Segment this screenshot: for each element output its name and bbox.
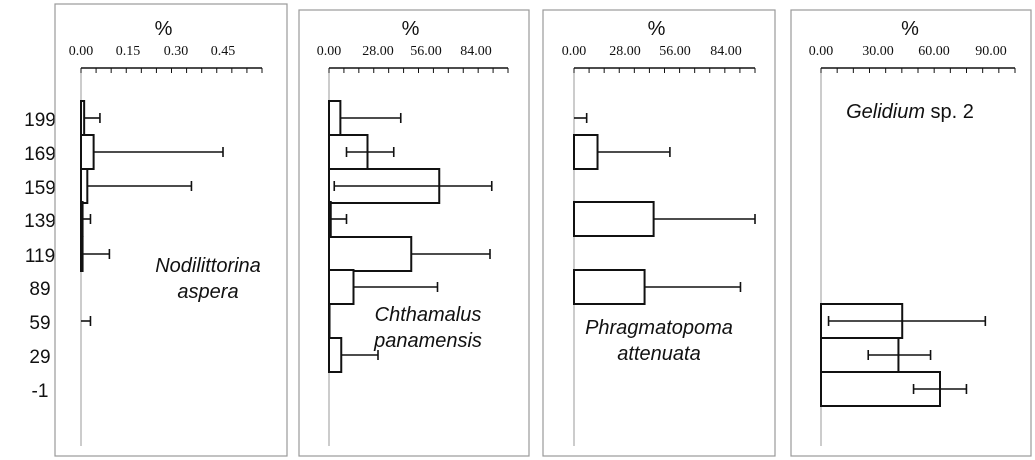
y-tick-label: 89: [29, 279, 50, 300]
panel-3: % 0.00 28.00 56.00 84.00 Phragmatopoma attenua…: [542, 9, 776, 457]
x-tick-label: 84.00: [460, 44, 492, 59]
species-label: Phragmatopoma attenuata: [585, 317, 733, 365]
species-epithet: panamensis: [373, 330, 482, 352]
bar: [573, 201, 655, 237]
x-tick-label: 56.00: [410, 44, 442, 59]
panel-frame: [790, 9, 1032, 457]
bar: [80, 201, 84, 237]
bar: [573, 269, 646, 305]
x-axis-label: %: [402, 18, 420, 40]
y-tick-label: 139: [24, 211, 56, 232]
species-genus: Nodilittorina: [155, 255, 261, 277]
x-tick-label: 30.00: [862, 44, 894, 59]
species-label: Chthamalus panamensis: [373, 304, 482, 352]
species-label: Gelidium sp. 2: [846, 101, 974, 123]
bar: [80, 134, 95, 170]
species-genus: Gelidium: [846, 101, 925, 123]
y-tick-label: 59: [29, 313, 50, 334]
x-tick-label: 0.15: [116, 44, 141, 59]
bar: [80, 168, 89, 204]
species-label: Nodilittorina aspera: [155, 255, 261, 303]
y-tick-label: 119: [25, 246, 55, 267]
x-tick-label: 28.00: [609, 44, 641, 59]
bar: [80, 100, 86, 136]
panel-frame: [542, 9, 776, 457]
x-tick-label: 28.00: [362, 44, 394, 59]
y-tick-label: -1: [32, 381, 49, 402]
panel-frame: [298, 9, 530, 457]
panel-2: % 0.00 28.00 56.00 84.00 Chthamalus panamensis: [298, 9, 530, 457]
bar: [80, 236, 84, 272]
species-epithet: attenuata: [617, 343, 700, 365]
x-tick-label: 0.00: [809, 44, 834, 59]
bar: [328, 236, 413, 272]
panel-frame: [54, 3, 288, 457]
bar: [328, 100, 342, 136]
x-tick-label: 84.00: [710, 44, 742, 59]
x-tick-label: 0.45: [211, 44, 236, 59]
bar: [328, 303, 331, 339]
x-tick-label: 60.00: [918, 44, 950, 59]
y-tick-label: 199: [24, 110, 56, 131]
y-tick-label: 159: [24, 178, 56, 199]
x-tick-label: 0.00: [562, 44, 587, 59]
panel-1: % 0.00 0.15 0.30 0.45 Nodilittorina aspera: [54, 3, 288, 457]
y-tick-label: 169: [24, 144, 56, 165]
bar: [328, 269, 355, 305]
x-tick-label: 0.00: [317, 44, 342, 59]
x-tick-label: 0.00: [69, 44, 94, 59]
species-genus: Chthamalus: [375, 304, 482, 326]
x-axis-label: %: [648, 18, 666, 40]
y-tick-label: 29: [29, 347, 50, 368]
y-axis-labels: 199 169 159 139 119 89 59 29 -1: [24, 110, 56, 402]
x-tick-label: 0.30: [164, 44, 189, 59]
species-epithet: aspera: [177, 281, 238, 303]
species-genus: Phragmatopoma: [585, 317, 733, 339]
bar: [328, 337, 343, 373]
panel-4: % 0.00 30.00 60.00 90.00 Gelidium sp. 2: [790, 9, 1032, 457]
x-tick-label: 56.00: [659, 44, 691, 59]
x-axis-label: %: [155, 18, 173, 40]
x-tick-label: 90.00: [975, 44, 1007, 59]
bar: [328, 201, 332, 237]
bar: [573, 134, 599, 170]
species-epithet: sp. 2: [925, 101, 974, 123]
x-axis-label: %: [901, 18, 919, 40]
